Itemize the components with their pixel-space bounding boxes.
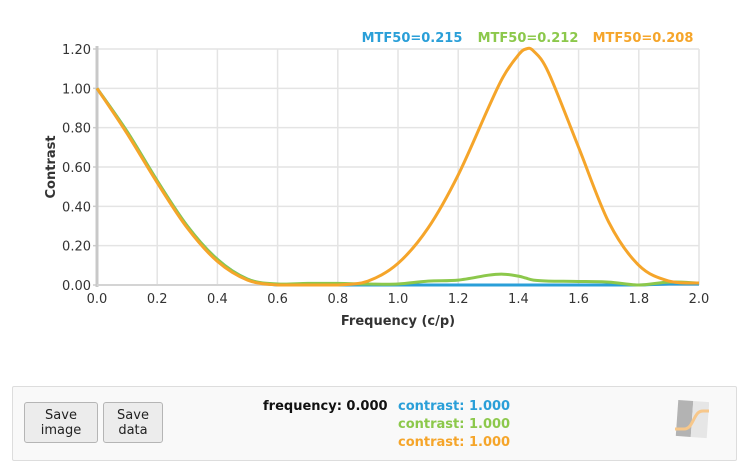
y-tick-label: 0.40 [62, 200, 91, 215]
y-tick-label: 1.20 [62, 43, 91, 58]
x-tick-label: 1.2 [448, 292, 469, 307]
series-orange-line [95, 46, 700, 287]
control-panel: Save image Save data frequency: 0.000 co… [12, 386, 737, 461]
frequency-readout: frequency: 0.000 [263, 399, 388, 414]
edge-mtf-logo-icon [675, 399, 709, 439]
mtf50-legend-label: MTF50=0.215 [362, 31, 463, 46]
x-tick-label: 1.0 [388, 292, 409, 307]
contrast-readout-blue: contrast: 1.000 [398, 399, 511, 414]
save-image-label-line1: Save [45, 407, 77, 423]
x-axis-title: Frequency (c/p) [341, 314, 455, 329]
x-tick-label: 1.8 [628, 292, 649, 307]
x-tick-label: 1.4 [508, 292, 529, 307]
chart-series [95, 46, 700, 287]
save-image-button[interactable]: Save image [24, 402, 98, 443]
mtf50-legend-label: MTF50=0.208 [593, 31, 694, 46]
x-tick-label: 2.0 [689, 292, 710, 307]
save-data-label-line1: Save [117, 407, 149, 423]
y-tick-label: 0.80 [62, 122, 91, 137]
y-tick-label: 0.00 [62, 279, 91, 294]
y-tick-label: 1.00 [62, 82, 91, 97]
y-tick-label: 0.20 [62, 240, 91, 255]
y-axis-title: Contrast [44, 135, 59, 198]
series-green-line [95, 87, 700, 287]
mtf-chart[interactable]: 0.0 0.2 0.4 0.6 0.8 1.0 1.2 1.4 1.6 1.8 2.0 0.000.… [0, 0, 750, 340]
contrast-readout-orange: contrast: 1.000 [398, 435, 511, 450]
chart-grid [93, 48, 700, 286]
x-tick-label: 0.6 [267, 292, 288, 307]
x-tick-label: 0.2 [147, 292, 168, 307]
chart-legend: MTF50=0.215 MTF50=0.212 MTF50=0.208 [362, 31, 694, 46]
x-tick-label: 0.8 [327, 292, 348, 307]
save-data-label-line2: data [118, 422, 148, 438]
y-tick-label: 0.60 [62, 161, 91, 176]
x-tick-label: 0.0 [87, 292, 108, 307]
x-tick-label: 1.6 [568, 292, 589, 307]
mtf50-legend-label: MTF50=0.212 [478, 31, 579, 46]
contrast-readout-green: contrast: 1.000 [398, 417, 511, 432]
x-tick-label: 0.4 [207, 292, 228, 307]
y-axis-ticks: 0.00 0.20 0.40 0.60 0.80 1.00 1.20 [62, 43, 91, 294]
save-data-button[interactable]: Save data [103, 402, 163, 443]
x-axis-ticks: 0.0 0.2 0.4 0.6 0.8 1.0 1.2 1.4 1.6 1.8 2.0 [87, 292, 710, 307]
save-image-label-line2: image [40, 422, 82, 438]
